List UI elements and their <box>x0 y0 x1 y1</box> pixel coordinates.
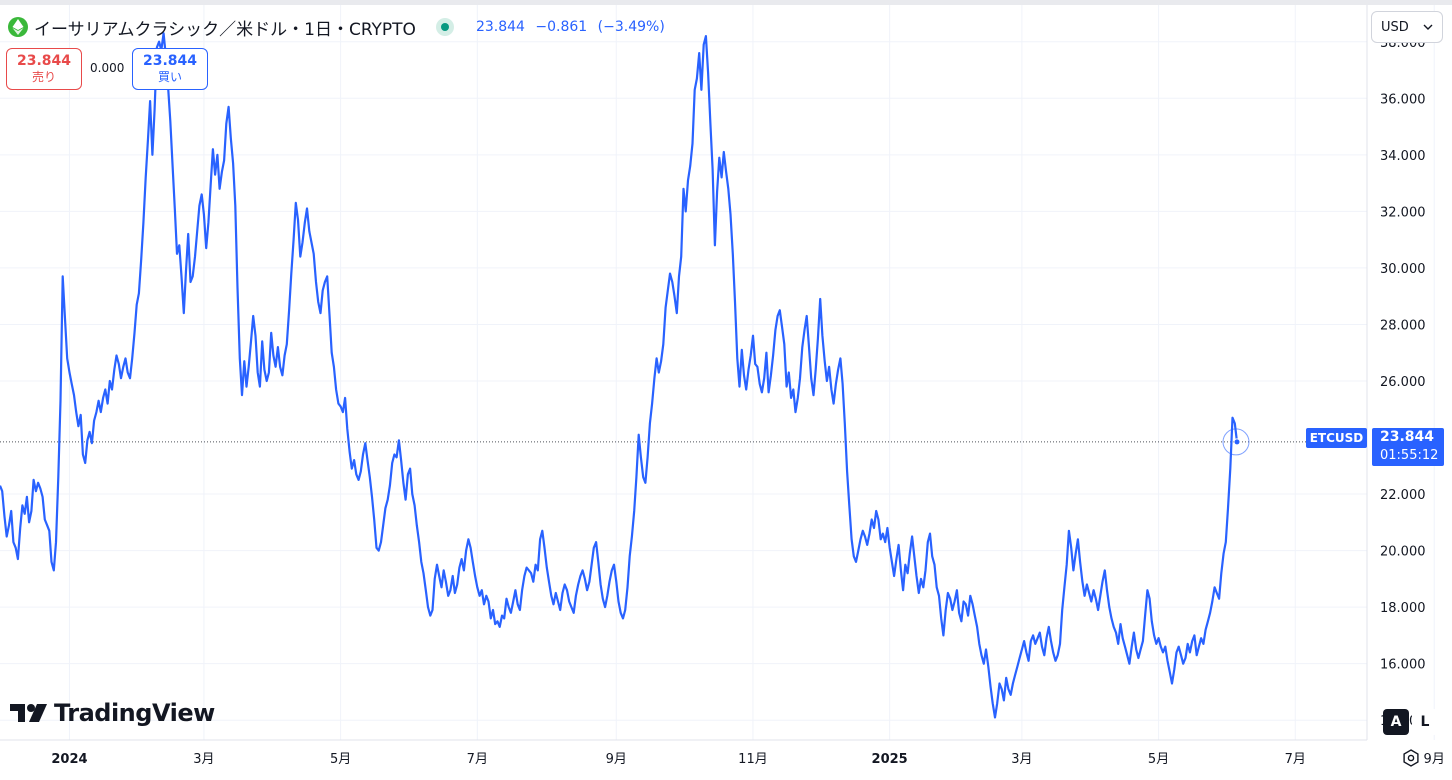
time-tick-label: 11月 <box>738 752 768 767</box>
last-price-marker <box>1233 438 1241 446</box>
currency-label: USD <box>1381 19 1409 35</box>
sell-price: 23.844 <box>16 53 72 69</box>
time-tick-label: 7月 <box>1285 752 1306 767</box>
tradingview-wordmark: TradingView <box>54 699 215 727</box>
currency-select[interactable]: USD <box>1371 11 1443 43</box>
last-price: 23.844 <box>475 19 525 35</box>
price-tick-label: 36.000 <box>1380 92 1426 107</box>
price-tick-label: 20.000 <box>1380 545 1426 560</box>
price-tick-label: 18.000 <box>1380 601 1426 616</box>
top-border <box>0 0 1452 5</box>
log-scale-button[interactable]: L <box>1412 709 1438 735</box>
tradingview-logo[interactable]: TradingView <box>10 699 215 727</box>
time-tick-label: 5月 <box>1148 752 1169 767</box>
price-axis-labels: 14.00016.00018.00020.00022.00026.00028.0… <box>1380 36 1426 729</box>
price-change: −0.861 <box>535 19 588 35</box>
tradingview-logo-icon <box>10 704 47 722</box>
sell-label: 売り <box>31 70 56 84</box>
time-tick-label: 2024 <box>51 752 87 767</box>
vertical-grid <box>68 5 1435 740</box>
bar-countdown: 01:55:12 <box>1380 448 1439 463</box>
time-tick-label: 3月 <box>193 752 214 767</box>
time-tick-label: 9月 <box>1424 752 1445 767</box>
sell-button[interactable]: 23.844 売り <box>6 48 82 90</box>
buy-button[interactable]: 23.844 買い <box>132 48 208 90</box>
price-tick-label: 28.000 <box>1380 318 1426 333</box>
chevron-down-icon <box>1423 24 1433 30</box>
price-tick-label: 26.000 <box>1380 375 1426 390</box>
horizontal-grid <box>0 41 1367 721</box>
price-tick-label: 34.000 <box>1380 149 1426 164</box>
ethereum-classic-icon <box>8 17 28 37</box>
buy-price: 23.844 <box>142 53 198 69</box>
price-series-line <box>0 32 1239 719</box>
price-change-percent: (−3.49%) <box>597 19 665 35</box>
symbol-title[interactable]: イーサリアムクラシック／米ドル・1日・CRYPTO <box>34 19 416 40</box>
time-tick-label: 7月 <box>467 752 488 767</box>
time-tick-label: 5月 <box>330 752 351 767</box>
last-price-pulse-ring <box>1222 428 1250 456</box>
quote-summary: 23.844 −0.861 (−3.49%) <box>476 19 671 35</box>
settings-gear-icon[interactable] <box>1399 746 1423 770</box>
price-tick-label: 16.000 <box>1380 658 1426 673</box>
price-line-symbol-tag: ETCUSD <box>1306 428 1367 448</box>
time-axis-labels: 2024 3月 5月 7月 9月 11月 2025 3月 5月 7月 9月 <box>51 752 1444 767</box>
price-line-value: 23.844 <box>1380 429 1435 445</box>
auto-scale-button[interactable]: A <box>1383 709 1409 735</box>
buy-label: 買い <box>157 70 182 84</box>
market-status-icon[interactable] <box>435 18 454 36</box>
time-tick-label: 9月 <box>606 752 627 767</box>
price-tick-label: 32.000 <box>1380 205 1426 220</box>
price-tick-label: 22.000 <box>1380 488 1426 503</box>
price-tick-label: 30.000 <box>1380 262 1426 277</box>
price-line-label: 23.844 01:55:12 <box>1372 428 1444 466</box>
time-tick-label: 3月 <box>1011 752 1032 767</box>
time-tick-label: 2025 <box>872 752 908 767</box>
symbol-header: イーサリアムクラシック／米ドル・1日・CRYPTO 23.844 −0.861 … <box>8 14 671 40</box>
spread-value: 0.000 <box>90 61 125 75</box>
